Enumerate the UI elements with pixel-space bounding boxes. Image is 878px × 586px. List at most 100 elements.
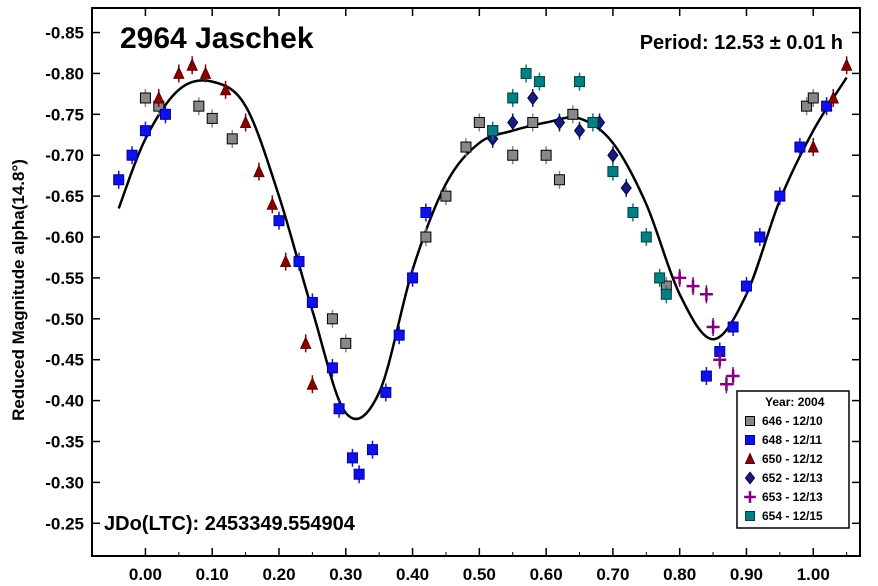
series-1 (113, 97, 833, 484)
y-tick-label: -0.50 (45, 310, 84, 329)
data-point (774, 190, 786, 202)
epoch-label: JDo(LTC): 2453349.554904 (104, 513, 356, 535)
data-point (740, 280, 752, 292)
data-point (199, 66, 212, 79)
y-tick-label: -0.75 (45, 105, 84, 124)
y-tick-labels: -0.85 -0.80 -0.75 -0.70 -0.65 -0.60 -0.55 -0.50… (45, 24, 84, 534)
data-points-layer (113, 56, 853, 484)
y-tick-label: -0.65 (45, 187, 84, 206)
data-point (699, 287, 713, 301)
data-point (827, 90, 840, 104)
data-point (713, 353, 727, 367)
chart-title: 2964 Jaschek (120, 22, 314, 55)
data-point (299, 336, 312, 349)
x-tick-label: 0.00 (129, 565, 162, 584)
data-point (279, 254, 292, 268)
legend-marker (745, 435, 755, 445)
data-point (333, 403, 345, 415)
data-point (794, 141, 806, 153)
legend-label: 650 - 12/12 (762, 452, 823, 466)
x-tick-label: 0.50 (463, 565, 496, 584)
y-tick-label: -0.70 (45, 146, 84, 165)
data-point (700, 370, 712, 382)
data-point (193, 100, 205, 112)
legend-marker (744, 491, 756, 503)
fit-curve (117, 76, 848, 421)
data-point (219, 82, 232, 96)
y-tick-label: -0.60 (45, 228, 84, 247)
data-point (754, 231, 766, 243)
data-point (306, 377, 319, 390)
y-tick-label: -0.30 (45, 473, 84, 492)
data-point (460, 141, 472, 153)
x-tick-label: 1.00 (797, 565, 830, 584)
data-point (266, 197, 279, 210)
data-point (420, 231, 432, 243)
data-point (620, 180, 632, 196)
data-point (226, 133, 238, 145)
data-point (487, 125, 499, 137)
data-point (380, 386, 392, 398)
y-axis-label: Reduced Magnitude alpha(14.8°) (9, 159, 28, 421)
legend-marker (745, 511, 755, 521)
data-point (520, 67, 532, 79)
data-point (574, 76, 586, 88)
y-tick-label: -0.80 (45, 64, 84, 83)
period-label: Period: 12.53 ± 0.01 h (640, 32, 843, 54)
data-point (273, 215, 285, 227)
data-point (353, 468, 365, 480)
data-point (553, 115, 566, 130)
x-tick-label: 0.70 (596, 565, 629, 584)
series-2 (153, 56, 853, 394)
data-point (507, 115, 519, 130)
x-tick-label: 0.30 (329, 565, 362, 584)
y-tick-label: -0.35 (45, 432, 84, 451)
data-point (540, 149, 552, 161)
data-point (607, 147, 619, 163)
data-point (239, 115, 252, 129)
data-point (473, 117, 485, 129)
data-point (660, 288, 672, 300)
data-point (173, 66, 185, 79)
fit-curve-layer (117, 76, 848, 421)
data-point (366, 444, 378, 456)
data-point (801, 100, 813, 112)
x-tick-label: 0.60 (530, 565, 563, 584)
data-point (393, 329, 405, 341)
y-tick-label: -0.25 (45, 514, 84, 533)
data-point (807, 139, 820, 153)
y-tick-label: -0.45 (45, 351, 84, 370)
data-point (573, 123, 586, 139)
data-point (253, 164, 265, 178)
data-point (440, 190, 452, 202)
data-point (139, 125, 151, 137)
legend-marker (745, 416, 755, 426)
legend-label: 652 - 12/13 (762, 471, 823, 485)
data-point (420, 206, 432, 218)
data-point (527, 90, 539, 106)
axis-ticks (92, 8, 860, 556)
x-tick-label: 0.20 (262, 565, 295, 584)
data-point (567, 108, 579, 120)
legend-box (736, 390, 850, 529)
series-0 (139, 88, 819, 353)
data-point (654, 272, 666, 284)
data-point (607, 166, 619, 178)
data-point (293, 256, 305, 268)
data-point (627, 206, 639, 218)
data-point (727, 321, 739, 333)
data-point (139, 92, 151, 104)
data-point (340, 337, 352, 349)
legend-marker (744, 471, 756, 485)
data-point (507, 149, 519, 161)
x-tick-label: 0.40 (396, 565, 429, 584)
data-point (159, 108, 171, 120)
x-tick-label: 0.90 (730, 565, 763, 584)
data-point (346, 452, 358, 464)
data-point (507, 92, 519, 104)
data-point (186, 58, 198, 71)
legend-label: 653 - 12/13 (762, 490, 823, 504)
series-4 (673, 268, 740, 394)
data-point (673, 271, 687, 285)
y-tick-label: -0.85 (45, 24, 84, 43)
